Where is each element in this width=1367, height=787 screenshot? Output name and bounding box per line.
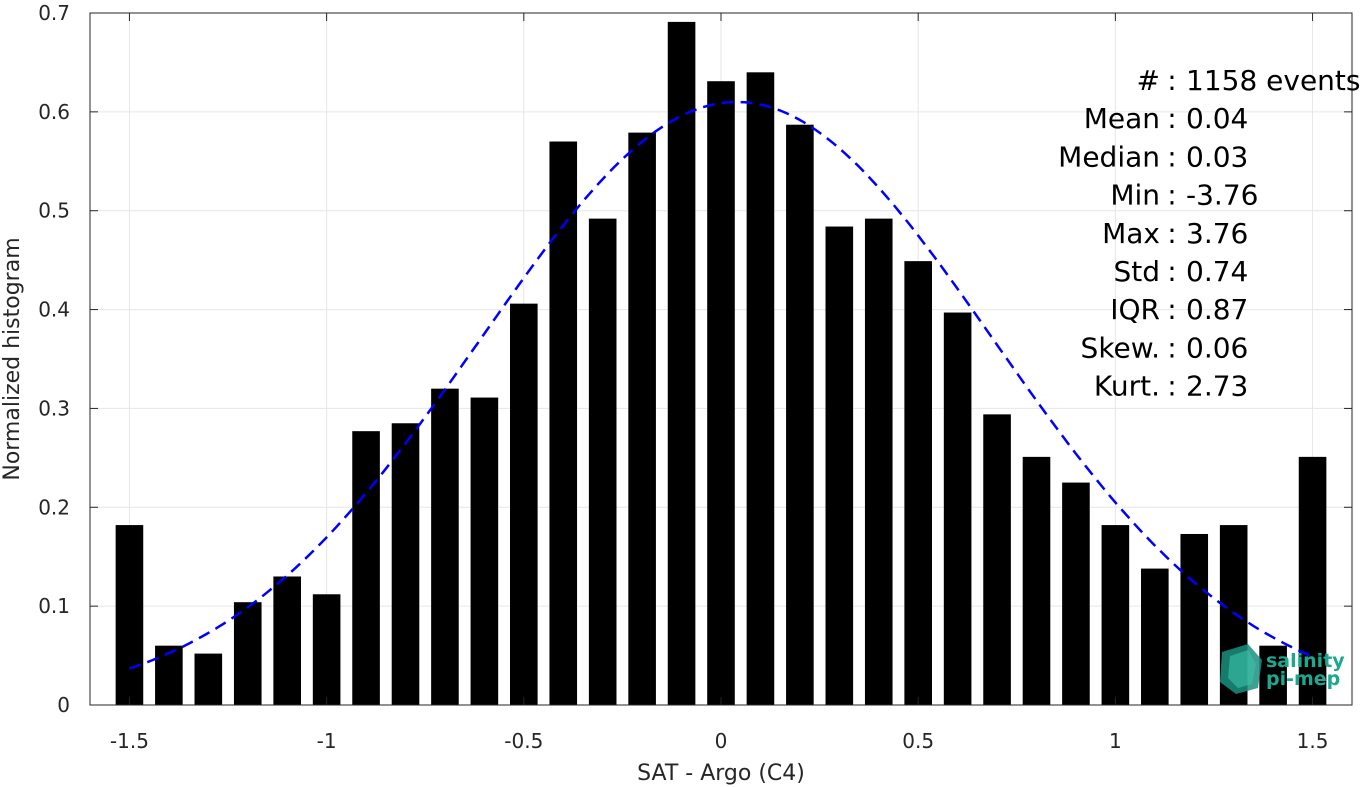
stats-label: Skew. xyxy=(1081,331,1160,364)
stats-line: Kurt.:2.73 xyxy=(1094,370,1248,403)
y-tick-label: 0.1 xyxy=(38,594,70,618)
histogram-bar xyxy=(1298,456,1327,705)
y-axis-label: Normalized histogram xyxy=(0,237,25,480)
stats-line: Std:0.74 xyxy=(1113,255,1248,288)
x-tick-label: -1.5 xyxy=(110,729,149,753)
stats-line: Max:3.76 xyxy=(1102,217,1248,250)
stats-colon: : xyxy=(1167,255,1176,288)
histogram-bar xyxy=(155,645,183,705)
y-tick-label: 0.3 xyxy=(38,396,70,420)
stats-label: Kurt. xyxy=(1094,370,1160,403)
salinity-pi-mep-logo: salinity pi-mep xyxy=(1220,644,1345,694)
histogram-bar xyxy=(194,653,223,705)
histogram-bar xyxy=(864,218,893,705)
stats-colon: : xyxy=(1167,370,1176,403)
x-tick-label: -1 xyxy=(317,729,337,753)
stats-line: Skew.:0.06 xyxy=(1081,331,1249,364)
x-tick-label: 0 xyxy=(715,729,728,753)
stats-colon: : xyxy=(1167,102,1176,135)
stats-label: Max xyxy=(1102,217,1160,250)
x-tick-label: 1 xyxy=(1109,729,1122,753)
histogram-bar xyxy=(707,81,735,705)
stats-colon: : xyxy=(1167,179,1176,212)
histogram-bar xyxy=(667,21,696,705)
histogram-bar xyxy=(983,414,1011,705)
stats-label: IQR xyxy=(1110,293,1160,326)
y-tick-label: 0.4 xyxy=(38,298,70,322)
histogram-bar xyxy=(233,602,262,705)
stats-label: Min xyxy=(1110,179,1160,212)
histogram-bar xyxy=(943,312,972,705)
stats-label: # xyxy=(1137,64,1160,97)
histogram-bar xyxy=(352,431,380,705)
y-tick-label: 0.5 xyxy=(38,199,70,223)
y-tick-label: 0.6 xyxy=(38,100,70,124)
stats-value: 3.76 xyxy=(1186,217,1248,250)
bars xyxy=(115,21,1327,706)
stats-colon: : xyxy=(1167,64,1176,97)
x-axis-ticks: -1.5 -1 -0.5 0 0.5 1 1.5 xyxy=(110,13,1329,753)
histogram-bar xyxy=(312,594,341,705)
stats-value: 0.87 xyxy=(1186,293,1248,326)
stats-colon: : xyxy=(1167,331,1176,364)
histogram-bar xyxy=(628,132,656,706)
histogram-bar xyxy=(825,226,854,705)
logo-text-line2: pi-mep xyxy=(1266,668,1340,690)
x-tick-label: 0.5 xyxy=(902,729,934,753)
histogram-bar xyxy=(904,261,932,705)
y-tick-label: 0.7 xyxy=(38,1,70,25)
histogram-bar xyxy=(1062,482,1090,705)
y-tick-label: 0 xyxy=(57,693,70,717)
histogram-bar xyxy=(1259,645,1287,705)
stats-value: 0.74 xyxy=(1186,255,1248,288)
histogram-bar xyxy=(431,388,459,705)
stats-line: Mean:0.04 xyxy=(1084,102,1249,135)
stats-value: -3.76 xyxy=(1186,179,1258,212)
x-axis-label: SAT - Argo (C4) xyxy=(637,761,805,786)
stats-line: Min: -3.76 xyxy=(1110,179,1258,212)
histogram-bar xyxy=(1141,568,1169,705)
histogram-bar xyxy=(510,303,538,705)
stats-label: Median xyxy=(1058,140,1160,173)
gaussian-fit-curve xyxy=(128,100,1314,670)
stats-line: #:1158 events xyxy=(1137,64,1361,97)
histogram-bar xyxy=(391,423,420,705)
stats-colon: : xyxy=(1167,293,1176,326)
histogram-bar xyxy=(115,525,144,705)
histogram-bar xyxy=(470,397,499,705)
stats-line: IQR:0.87 xyxy=(1110,293,1248,326)
stats-value: 0.06 xyxy=(1186,331,1248,364)
stats-value: 1158 events xyxy=(1186,64,1361,97)
stats-value: 0.03 xyxy=(1186,140,1248,173)
x-tick-label: 1.5 xyxy=(1297,729,1329,753)
y-tick-label: 0.2 xyxy=(38,495,70,519)
stats-label: Std xyxy=(1113,255,1160,288)
stats-colon: : xyxy=(1167,140,1176,173)
histogram-bar xyxy=(273,576,301,705)
histogram-bar xyxy=(588,218,617,705)
histogram-bar xyxy=(1022,456,1051,705)
logo-text-line1: salinity xyxy=(1266,650,1345,672)
stats-label: Mean xyxy=(1084,102,1160,135)
stats-value: 0.04 xyxy=(1186,102,1248,135)
histogram-bar xyxy=(1180,533,1209,705)
histogram-bar xyxy=(786,124,814,706)
stats-line: Median:0.03 xyxy=(1058,140,1248,173)
stats-value: 2.73 xyxy=(1186,370,1248,403)
stats-colon: : xyxy=(1167,217,1176,250)
x-tick-label: -0.5 xyxy=(504,729,543,753)
histogram-bar xyxy=(1101,525,1130,705)
histogram-bar xyxy=(746,72,775,706)
y-axis-ticks: 0 0.1 0.2 0.3 0.4 0.5 0.6 0.7 xyxy=(38,1,1352,717)
